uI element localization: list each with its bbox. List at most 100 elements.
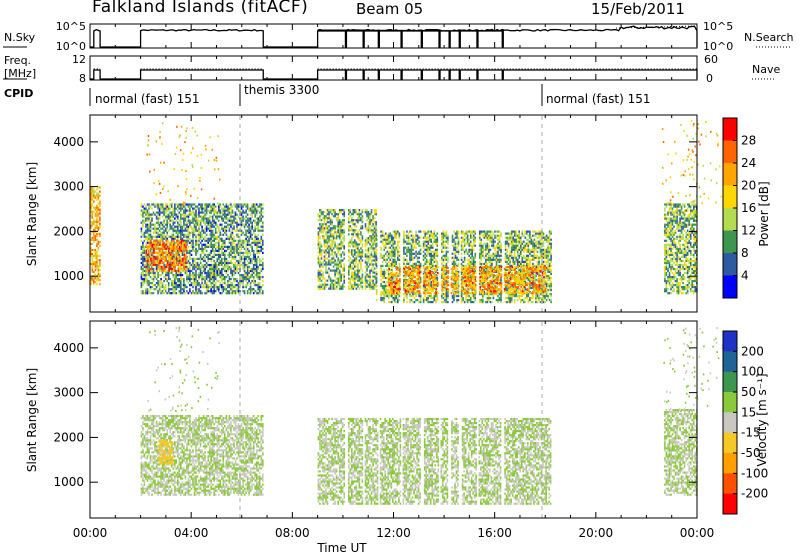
echo-cell	[334, 287, 336, 290]
echo-cell	[351, 275, 353, 278]
echo-cell	[233, 267, 235, 271]
echo-cell	[190, 245, 193, 248]
echo-cell	[341, 283, 344, 286]
echo-cell	[224, 225, 226, 228]
echo-cell	[355, 245, 358, 248]
echo-cell	[331, 219, 333, 222]
echo-cell	[224, 278, 226, 281]
echo-cell	[412, 238, 414, 241]
echo-cell	[407, 242, 410, 245]
echo-cell	[170, 280, 173, 283]
echo-cell	[466, 232, 469, 235]
echo-cell	[221, 251, 223, 254]
echo-cell	[245, 211, 247, 214]
echo-cell	[245, 223, 247, 226]
echo-cell	[255, 213, 258, 216]
echo-cell	[140, 235, 143, 238]
echo-cell	[97, 226, 100, 229]
echo-cell	[155, 235, 158, 238]
echo-cell	[319, 235, 321, 238]
echo-cell	[219, 215, 222, 218]
echo-cell	[172, 219, 175, 222]
echo-cell	[251, 205, 253, 208]
echo-cell	[201, 239, 203, 242]
echo-cell	[228, 239, 231, 242]
echo-cell	[205, 211, 208, 214]
echo-cell	[257, 288, 259, 291]
echo-cell	[370, 287, 373, 290]
echo-cell	[340, 263, 342, 266]
echo-cell	[169, 215, 171, 218]
echo-cell	[364, 279, 367, 282]
echo-cell	[216, 249, 219, 252]
echo-cell	[386, 250, 388, 253]
echo-cell	[181, 269, 184, 273]
echo-cell	[258, 215, 261, 218]
echo-cell	[380, 252, 382, 255]
echo-cell	[143, 282, 146, 285]
echo-cell	[320, 261, 323, 264]
echo-cell	[187, 231, 190, 234]
echo-cell	[349, 221, 352, 224]
echo-cell	[258, 205, 261, 208]
echo-cell	[447, 236, 449, 239]
echo-cell	[204, 239, 206, 242]
echo-cell	[230, 241, 232, 244]
echo-cell	[193, 233, 196, 236]
echo-cell	[176, 245, 178, 248]
echo-cell	[254, 259, 256, 263]
echo-cell	[334, 227, 336, 230]
echo-cell	[328, 217, 330, 220]
echo-cell	[337, 281, 339, 284]
echo-cell	[90, 248, 92, 252]
echo-cell	[366, 269, 368, 272]
echo-cell	[242, 217, 244, 220]
echo-cell	[361, 255, 364, 258]
echo-cell	[145, 261, 148, 264]
echo-cell	[409, 260, 411, 263]
echo-cell	[216, 231, 219, 234]
echo-cell	[427, 242, 429, 245]
echo-cell	[375, 221, 377, 224]
echo-cell	[351, 251, 353, 254]
echo-cell	[323, 263, 326, 266]
echo-cell	[361, 227, 364, 230]
echo-cell	[167, 278, 170, 281]
echo-cell	[165, 243, 167, 246]
echo-cell	[331, 279, 333, 282]
echo-cell	[169, 261, 171, 265]
echo-cell	[187, 235, 190, 238]
echo-cell	[460, 246, 463, 249]
echo-cell	[357, 279, 359, 282]
echo-cell	[186, 215, 188, 218]
echo-cell	[349, 263, 352, 266]
echo-cell	[431, 232, 434, 235]
echo-cell	[168, 241, 170, 244]
echo-cell	[360, 227, 362, 230]
echo-cell	[216, 237, 219, 240]
echo-cell	[262, 215, 264, 218]
echo-cell	[451, 238, 454, 241]
echo-cell	[189, 213, 191, 216]
echo-cell	[445, 254, 448, 257]
echo-cell	[155, 203, 158, 206]
echo-cell	[341, 209, 344, 212]
echo-cell	[193, 217, 196, 220]
echo-cell	[171, 269, 173, 272]
echo-cell	[249, 237, 252, 240]
echo-cell	[195, 292, 197, 295]
echo-cell	[213, 207, 215, 210]
echo-cell	[174, 217, 176, 220]
echo-cell	[246, 243, 249, 246]
echo-cell	[182, 259, 184, 262]
echo-cell	[258, 276, 261, 279]
echo-cell	[162, 261, 164, 264]
echo-cell	[397, 254, 399, 257]
echo-cell	[335, 233, 338, 236]
echo-cell	[208, 209, 211, 212]
echo-cell	[97, 269, 100, 272]
echo-cell	[154, 276, 156, 279]
echo-cell	[183, 269, 185, 273]
echo-cell	[260, 267, 263, 271]
echo-cell	[416, 234, 419, 237]
